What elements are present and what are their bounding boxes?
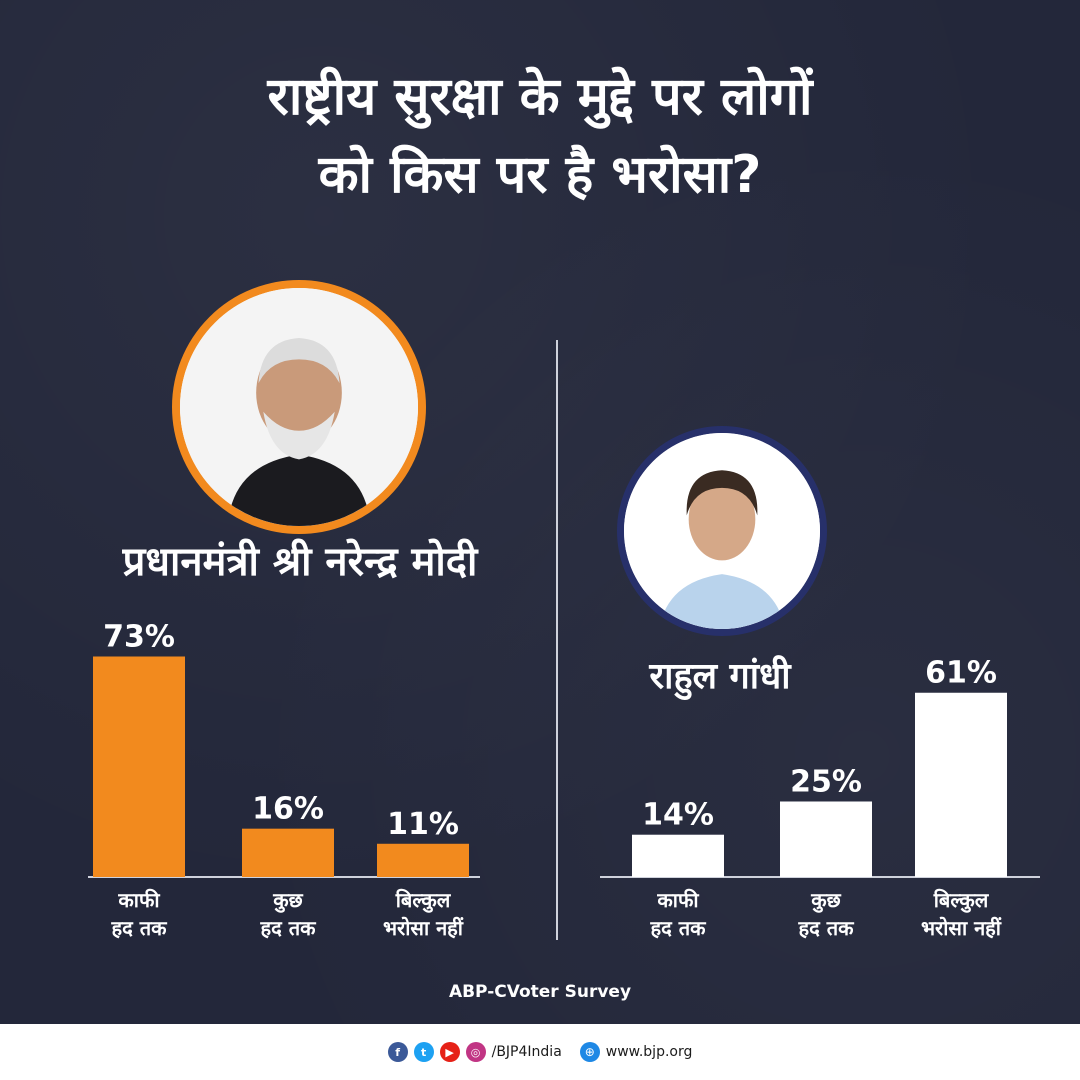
rahul-value-label-3: 61% [925,656,997,691]
modi-portrait [172,280,426,534]
modi-bar-3 [377,843,469,877]
rahul-portrait [617,426,827,636]
rahul-name: राहुल गांधी [649,656,791,697]
instagram-icon: ◎ [465,1042,486,1062]
rahul-value-label-2: 25% [790,764,862,799]
modi-value-label-1: 73% [103,620,175,655]
modi-value-label-2: 16% [252,792,324,827]
person-silhouette-icon [624,433,820,629]
modi-category-label-3-line-2: भरोसा नहीं [383,916,464,940]
rahul-value-label-1: 14% [642,798,714,833]
modi-category-label-2-line-1: कुछ [272,888,303,913]
divider [556,340,558,940]
modi-category-label-1-line-2: हद तक [111,916,169,940]
rahul-category-label-3-line-2: भरोसा नहीं [921,916,1002,940]
twitter-icon: t [413,1042,434,1062]
title-line-2: को किस पर है भरोसा? [318,145,762,205]
person-silhouette-icon [180,288,418,526]
footer: f t ▶ ◎ /BJP4India ⊕ www.bjp.org [0,1024,1080,1080]
title-line-1: राष्ट्रीय सुरक्षा के मुद्दे पर लोगों [267,67,813,127]
rahul-category-label-2-line-1: कुछ [810,888,841,913]
source-label: ABP-CVoter Survey [448,982,632,1002]
rahul-category-label-3-line-1: बिल्कुल [933,888,990,913]
title: राष्ट्रीय सुरक्षा के मुद्दे पर लोगों को … [0,58,1080,214]
modi-bar-1 [93,656,185,877]
rahul-bar-2 [780,801,872,877]
facebook-icon: f [387,1042,408,1062]
rahul-bar-1 [632,834,724,877]
rahul-bar-3 [915,692,1007,877]
rahul-category-label-1-line-2: हद तक [650,916,708,940]
modi-bar-2 [242,828,334,877]
social-handle: /BJP4India [491,1044,562,1060]
modi-name: प्रधानमंत्री श्री नरेन्द्र मोदी [122,539,478,585]
modi-category-label-1-line-1: काफी [117,888,160,912]
website-link: www.bjp.org [605,1044,693,1060]
modi-category-label-2-line-2: हद तक [260,916,318,940]
globe-icon: ⊕ [579,1042,600,1062]
rahul-category-label-2-line-2: हद तक [798,916,856,940]
modi-category-label-3-line-1: बिल्कुल [395,888,452,913]
modi-value-label-3: 11% [387,807,459,842]
rahul-category-label-1-line-1: काफी [656,888,699,912]
youtube-icon: ▶ [439,1042,460,1062]
